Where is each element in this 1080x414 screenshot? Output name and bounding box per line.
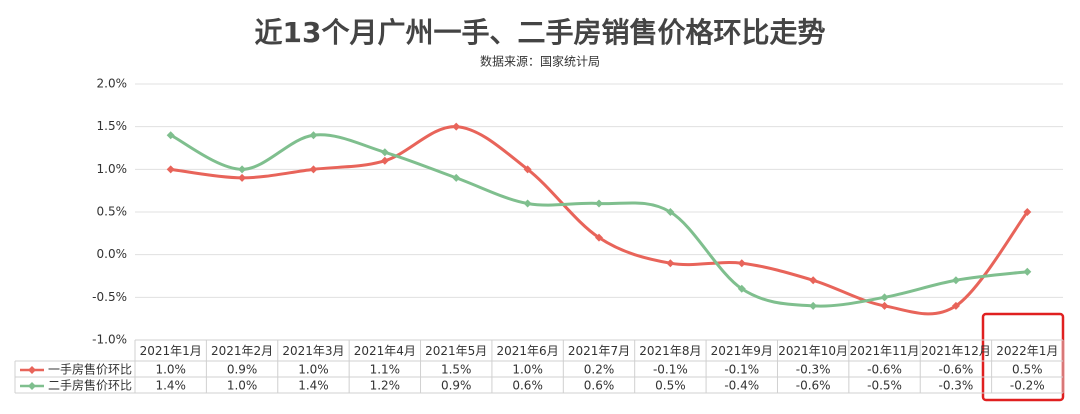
table-value: 0.5% [1012,363,1043,377]
table-value: 0.9% [441,379,472,393]
table-value: -0.1% [724,363,759,377]
table-value: -0.6% [939,363,974,377]
y-tick-label: -0.5% [92,290,127,304]
marker [737,259,746,268]
marker [380,148,389,157]
table-value: -0.6% [796,379,831,393]
marker [523,165,532,174]
marker [523,199,532,208]
marker [951,301,960,310]
table-value: 1.4% [155,379,186,393]
y-tick-label: 1.0% [97,162,128,176]
marker [452,173,461,182]
x-tick-label: 2021年3月 [282,344,344,358]
table-value: 0.9% [227,363,258,377]
x-tick-label: 2021年12月 [921,344,991,358]
marker [452,122,461,131]
y-tick-label: 2.0% [97,77,128,91]
marker [238,165,247,174]
table-value: 0.2% [584,363,615,377]
marker [737,284,746,293]
table-value: 0.6% [512,379,543,393]
y-tick-label: 0.0% [97,247,128,261]
table-value: 1.5% [441,363,472,377]
table-value: 1.0% [227,379,258,393]
x-tick-label: 2021年9月 [711,344,773,358]
table-value: 1.2% [370,379,401,393]
marker [238,173,247,182]
marker [880,301,889,310]
table-value: -0.5% [867,379,902,393]
y-tick-label: -1.0% [92,333,127,347]
marker [28,366,36,374]
table-value: -0.2% [1010,379,1045,393]
table-value: -0.6% [867,363,902,377]
x-tick-label: 2021年6月 [497,344,559,358]
marker [666,259,675,268]
table-value: 1.0% [512,363,543,377]
marker [666,208,675,216]
marker [595,233,603,242]
marker [951,276,960,285]
marker [1023,267,1032,276]
marker [809,301,818,310]
marker [166,165,175,174]
x-tick-label: 2021年2月 [211,344,273,358]
chart-title: 近13个月广州一手、二手房销售价格环比走势 [255,16,826,49]
x-tick-label: 2021年7月 [568,344,630,358]
marker [595,199,603,208]
table-value: 1.4% [298,379,329,393]
table-value: 1.0% [298,363,329,377]
chart-subtitle: 数据来源：国家统计局 [480,54,600,69]
series-line [170,125,1029,316]
marker [28,382,36,390]
x-tick-label: 2021年10月 [778,344,848,358]
y-tick-label: 1.5% [97,119,128,133]
table-value: 1.1% [370,363,401,377]
table-value: 0.6% [584,379,615,393]
table-value: -0.3% [939,379,974,393]
series-line [170,133,1028,308]
marker [880,293,889,302]
table-value: 0.5% [655,379,686,393]
x-tick-label: 2021年5月 [425,344,487,358]
x-tick-label: 2021年11月 [850,344,920,358]
y-tick-label: 0.5% [97,205,128,219]
x-tick-label: 2021年8月 [639,344,701,358]
marker [809,276,818,285]
table-value: -0.3% [796,363,831,377]
table-value: -0.1% [653,363,688,377]
x-tick-label: 2021年1月 [140,344,202,358]
table-value: -0.4% [724,379,759,393]
marker [380,156,389,165]
x-tick-label: 2021年4月 [354,344,416,358]
marker [309,165,318,174]
marker [166,131,175,140]
marker [1023,208,1032,216]
table-value: 1.0% [155,363,186,377]
legend-label: 一手房售价环比 [48,362,132,377]
marker [309,131,318,140]
x-tick-label: 2022年1月 [996,344,1058,358]
legend-label: 二手房售价环比 [48,378,132,393]
